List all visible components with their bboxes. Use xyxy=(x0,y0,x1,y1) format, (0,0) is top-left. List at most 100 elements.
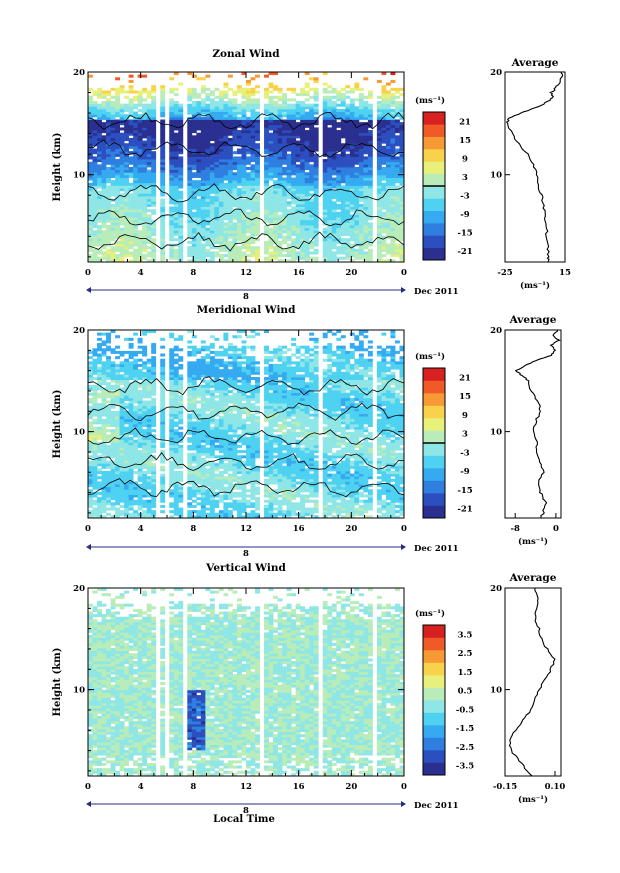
heatmap-cell xyxy=(336,193,342,197)
heatmap-cell xyxy=(367,169,373,173)
heatmap-cell xyxy=(304,153,310,157)
heatmap-cell xyxy=(304,174,310,178)
heatmap-cell xyxy=(119,169,125,173)
heatmap-cell xyxy=(97,153,102,157)
heatmap-cell xyxy=(133,95,139,99)
heatmap-cell xyxy=(92,434,98,438)
heatmap-cell xyxy=(151,180,157,184)
heatmap-cell xyxy=(187,87,193,91)
heatmap-cell xyxy=(110,442,116,446)
heatmap-cell xyxy=(119,361,125,365)
heatmap-cell xyxy=(250,137,256,142)
heatmap-cell xyxy=(250,219,256,223)
heatmap-cell xyxy=(119,377,125,381)
heatmap-cell xyxy=(110,489,116,493)
heatmap-cell xyxy=(146,130,152,134)
heatmap-cell xyxy=(110,450,116,454)
heatmap-cell xyxy=(327,169,333,173)
heatmap-cell xyxy=(255,232,260,237)
heatmap-cell xyxy=(191,108,197,112)
heatmap-cell xyxy=(133,463,139,467)
heatmap-cell xyxy=(101,497,107,501)
heatmap-cell xyxy=(313,116,319,120)
heatmap-cell xyxy=(119,232,125,237)
heatmap-cell xyxy=(101,405,107,409)
heatmap-cell xyxy=(101,230,107,234)
heatmap-cell xyxy=(394,172,400,176)
heatmap-cell xyxy=(336,196,342,200)
heatmap-cell xyxy=(250,122,256,126)
heatmap-cell xyxy=(115,230,120,234)
heatmap-cell xyxy=(151,227,157,231)
heatmap-cell xyxy=(106,369,111,373)
heatmap-cell xyxy=(119,491,125,495)
heatmap-cell xyxy=(363,148,369,152)
heatmap-cell xyxy=(223,246,229,250)
heatmap-cell xyxy=(124,209,130,213)
heatmap-cell xyxy=(146,169,152,173)
heatmap-cell xyxy=(385,159,391,163)
heatmap-cell xyxy=(313,156,319,160)
heatmap-cell xyxy=(214,203,220,207)
heatmap-cell xyxy=(178,219,184,223)
heatmap-cell xyxy=(264,145,269,149)
heatmap-cell xyxy=(115,387,120,391)
heatmap-cell xyxy=(124,254,130,258)
heatmap-cell xyxy=(97,145,102,149)
heatmap-cell xyxy=(236,137,242,142)
heatmap-cell xyxy=(336,238,342,242)
heatmap-cell xyxy=(137,256,143,260)
heatmap-cell xyxy=(119,137,125,142)
heatmap-cell xyxy=(124,452,130,456)
heatmap-cell xyxy=(97,343,102,347)
heatmap-cell xyxy=(106,405,111,409)
heatmap-cell xyxy=(92,193,98,197)
heatmap-cell xyxy=(106,225,111,229)
heatmap-cell xyxy=(142,379,148,383)
heatmap-cell xyxy=(277,143,283,147)
heatmap-cell xyxy=(322,90,328,94)
heatmap-cell xyxy=(133,222,139,226)
heatmap-cell xyxy=(173,172,179,176)
heatmap-cell xyxy=(110,148,116,152)
heatmap-cell xyxy=(390,132,396,136)
heatmap-cell xyxy=(110,256,116,260)
heatmap-cell xyxy=(160,457,166,461)
heatmap-cell xyxy=(385,145,391,149)
heatmap-cell xyxy=(223,135,229,139)
heatmap-cell xyxy=(313,161,319,165)
heatmap-cell xyxy=(146,124,152,128)
heatmap-cell xyxy=(151,358,157,362)
heatmap-cell xyxy=(345,246,351,250)
heatmap-cell xyxy=(92,361,98,365)
heatmap-cell xyxy=(137,209,143,213)
heatmap-cell xyxy=(250,114,256,118)
heatmap-cell xyxy=(246,211,251,215)
heatmap-cell xyxy=(381,132,387,136)
heatmap-cell xyxy=(187,177,193,181)
heatmap-cell xyxy=(133,494,139,498)
heatmap-cell xyxy=(128,74,134,78)
heatmap-cell xyxy=(390,130,396,134)
heatmap-cell xyxy=(295,219,301,223)
heatmap-cell xyxy=(354,169,360,173)
heatmap-cell xyxy=(92,209,98,213)
heatmap-cell xyxy=(151,345,157,349)
heatmap-cell xyxy=(223,185,229,189)
heatmap-cell xyxy=(160,384,166,388)
heatmap-cell xyxy=(376,185,382,189)
heatmap-cell xyxy=(169,256,175,260)
heatmap-cell xyxy=(119,478,125,482)
heatmap-cell xyxy=(291,256,297,260)
heatmap-cell xyxy=(381,130,387,134)
heatmap-cell xyxy=(227,145,233,149)
heatmap-cell xyxy=(173,114,179,118)
heatmap-cell xyxy=(205,124,211,128)
heatmap-cell xyxy=(115,101,120,105)
heatmap-cell xyxy=(88,172,93,176)
heatmap-cell xyxy=(214,137,220,142)
heatmap-cell xyxy=(92,502,98,506)
heatmap-cell xyxy=(250,106,256,110)
heatmap-cell xyxy=(196,185,202,189)
heatmap-cell xyxy=(137,93,143,97)
